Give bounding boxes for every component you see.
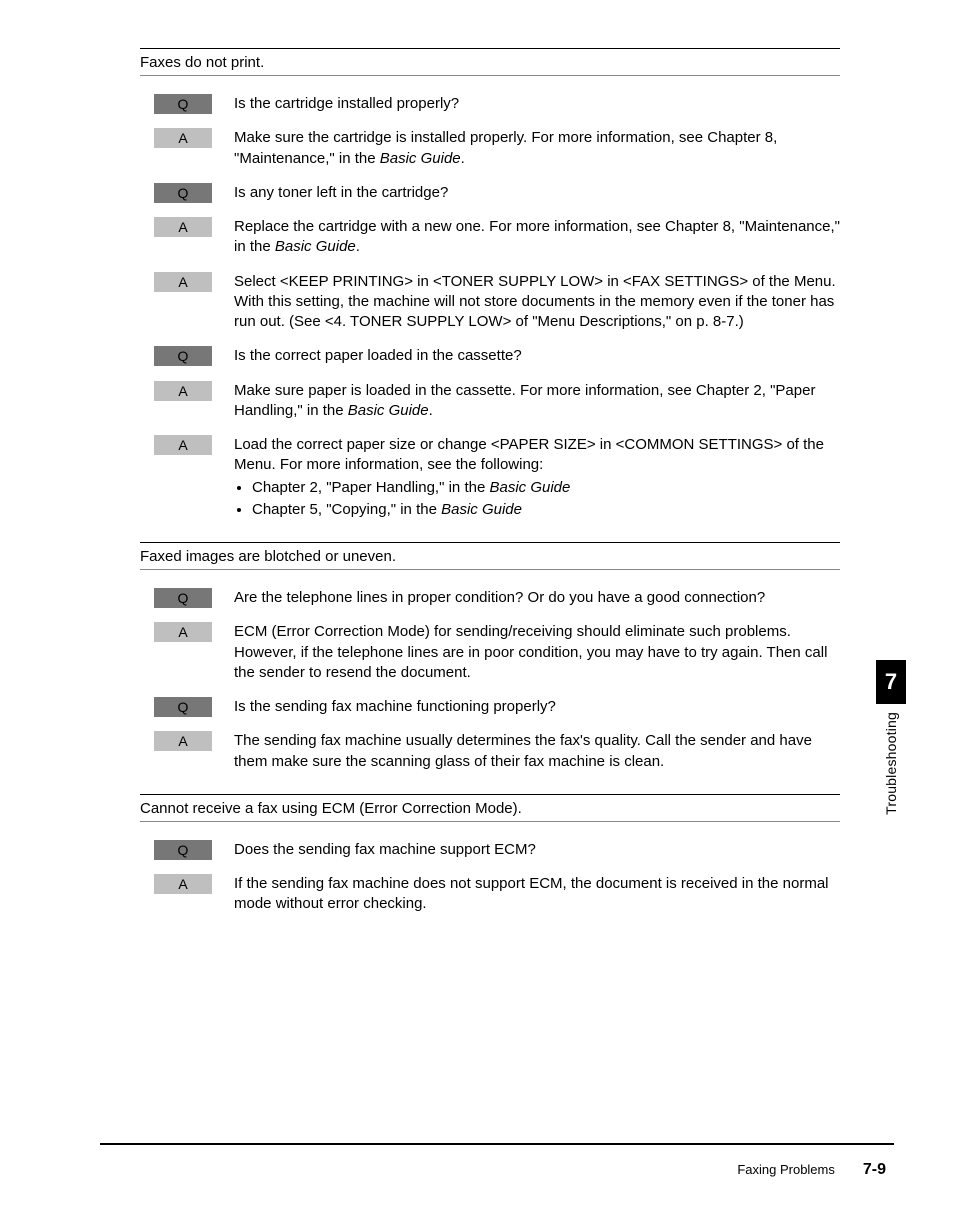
qa-row: A If the sending fax machine does not su… [140, 874, 840, 915]
side-tab: 7 Troubleshooting [876, 660, 906, 815]
italic-span: Basic Guide [489, 479, 570, 496]
q-badge: Q [154, 840, 212, 860]
qa-text: Load the correct paper size or change <P… [234, 435, 840, 520]
qa-row: Q Is the sending fax machine functioning… [140, 697, 840, 717]
chapter-label: Troubleshooting [883, 712, 899, 815]
q-badge: Q [154, 697, 212, 717]
a-badge: A [154, 622, 212, 642]
chapter-number-tab: 7 [876, 660, 906, 704]
text-span: . [429, 402, 433, 419]
a-badge: A [154, 874, 212, 894]
qa-text: Make sure the cartridge is installed pro… [234, 128, 840, 169]
qa-list-2: Q Are the telephone lines in proper cond… [140, 570, 840, 772]
qa-row: A The sending fax machine usually determ… [140, 731, 840, 772]
text-span: Load the correct paper size or change <P… [234, 436, 824, 473]
italic-span: Basic Guide [348, 402, 429, 419]
a-badge: A [154, 217, 212, 237]
qa-text: Is the sending fax machine functioning p… [234, 697, 840, 717]
italic-span: Basic Guide [441, 501, 522, 518]
a-badge: A [154, 435, 212, 455]
q-badge: Q [154, 588, 212, 608]
footer-section: Faxing Problems [737, 1162, 835, 1177]
qa-row: A Replace the cartridge with a new one. … [140, 217, 840, 258]
qa-text: Is the correct paper loaded in the casse… [234, 346, 840, 366]
qa-text: Select <KEEP PRINTING> in <TONER SUPPLY … [234, 272, 840, 333]
qa-text: Is any toner left in the cartridge? [234, 183, 840, 203]
text-span: . [461, 150, 465, 167]
section-title-3: Cannot receive a fax using ECM (Error Co… [140, 794, 840, 822]
a-badge: A [154, 272, 212, 292]
qa-row: Q Are the telephone lines in proper cond… [140, 588, 840, 608]
qa-list-3: Q Does the sending fax machine support E… [140, 822, 840, 915]
q-badge: Q [154, 346, 212, 366]
text-span: Chapter 5, "Copying," in the [252, 501, 441, 518]
qa-text: Make sure paper is loaded in the cassett… [234, 381, 840, 422]
qa-row: Q Does the sending fax machine support E… [140, 840, 840, 860]
text-span: . [356, 238, 360, 255]
qa-row: A Make sure paper is loaded in the casse… [140, 381, 840, 422]
content-column: Faxes do not print. Q Is the cartridge i… [140, 48, 840, 915]
a-badge: A [154, 128, 212, 148]
qa-text: ECM (Error Correction Mode) for sending/… [234, 622, 840, 683]
qa-row: A Select <KEEP PRINTING> in <TONER SUPPL… [140, 272, 840, 333]
page-footer: Faxing Problems 7-9 [100, 1143, 894, 1179]
bullet-list: Chapter 2, "Paper Handling," in the Basi… [234, 478, 840, 521]
italic-span: Basic Guide [275, 238, 356, 255]
qa-text: Are the telephone lines in proper condit… [234, 588, 840, 608]
footer-page-number: 7-9 [863, 1161, 886, 1179]
section-title-2: Faxed images are blotched or uneven. [140, 542, 840, 570]
page: Faxes do not print. Q Is the cartridge i… [0, 0, 954, 1227]
text-span: Chapter 2, "Paper Handling," in the [252, 479, 489, 496]
qa-text: If the sending fax machine does not supp… [234, 874, 840, 915]
bullet-item: Chapter 2, "Paper Handling," in the Basi… [252, 478, 840, 498]
qa-list-1: Q Is the cartridge installed properly? A… [140, 76, 840, 520]
qa-row: A Load the correct paper size or change … [140, 435, 840, 520]
text-span: Make sure the cartridge is installed pro… [234, 129, 777, 166]
q-badge: Q [154, 183, 212, 203]
qa-row: A ECM (Error Correction Mode) for sendin… [140, 622, 840, 683]
qa-text: Is the cartridge installed properly? [234, 94, 840, 114]
q-badge: Q [154, 94, 212, 114]
bullet-item: Chapter 5, "Copying," in the Basic Guide [252, 500, 840, 520]
a-badge: A [154, 731, 212, 751]
section-title-1: Faxes do not print. [140, 48, 840, 76]
qa-text: The sending fax machine usually determin… [234, 731, 840, 772]
a-badge: A [154, 381, 212, 401]
qa-row: Q Is any toner left in the cartridge? [140, 183, 840, 203]
text-span: Make sure paper is loaded in the cassett… [234, 382, 815, 419]
qa-row: Q Is the correct paper loaded in the cas… [140, 346, 840, 366]
italic-span: Basic Guide [380, 150, 461, 167]
qa-row: Q Is the cartridge installed properly? [140, 94, 840, 114]
qa-row: A Make sure the cartridge is installed p… [140, 128, 840, 169]
qa-text: Replace the cartridge with a new one. Fo… [234, 217, 840, 258]
qa-text: Does the sending fax machine support ECM… [234, 840, 840, 860]
